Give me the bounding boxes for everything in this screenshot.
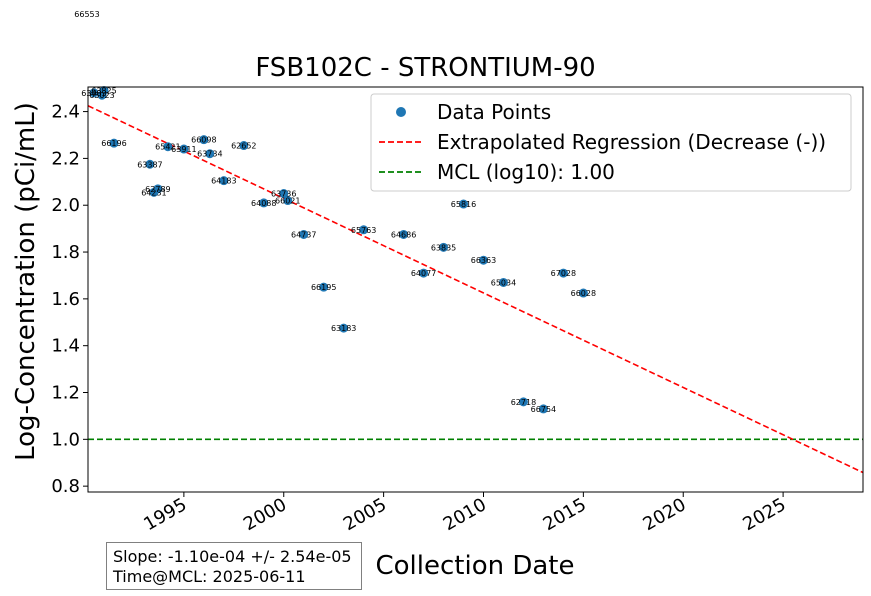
- y-tick-label: 2.0: [51, 195, 80, 216]
- data-point: [419, 268, 429, 278]
- data-point-label: 63825: [91, 87, 116, 96]
- data-point-label: 63911: [171, 145, 196, 154]
- data-point: [219, 176, 229, 186]
- data-point: [399, 229, 409, 239]
- data-point: [279, 189, 289, 199]
- data-point-label: 62789: [145, 185, 170, 194]
- regression-line: [88, 105, 863, 474]
- x-tick-label: 2005: [340, 494, 390, 535]
- data-point-label: 66195: [311, 283, 336, 292]
- y-tick-label: 2.4: [51, 102, 80, 123]
- y-tick-label: 1.0: [51, 429, 80, 450]
- y-tick-label: 1.6: [51, 289, 80, 310]
- data-point: [339, 323, 349, 333]
- data-point: [145, 159, 155, 169]
- plot-frame: [87, 86, 864, 493]
- data-point-label: 63183: [331, 324, 356, 333]
- data-point: [205, 149, 215, 159]
- data-point-label: 63835: [431, 243, 456, 252]
- data-point: [538, 404, 548, 414]
- data-point-label: 65763: [351, 226, 376, 235]
- data-point-label: 67028: [551, 269, 576, 278]
- data-point: [319, 282, 329, 292]
- data-point-label: 65023: [89, 91, 114, 100]
- data-point: [439, 242, 449, 252]
- data-point: [518, 397, 528, 407]
- data-point-label: 65034: [491, 278, 516, 287]
- x-axis-label: Collection Date: [375, 551, 574, 581]
- data-point-label: 66021: [275, 197, 300, 206]
- data-point-label: 66098: [191, 136, 216, 145]
- data-point-label: 64737: [291, 230, 316, 239]
- data-point-label: 63734: [197, 150, 222, 159]
- legend-regression-label: Extrapolated Regression (Decrease (-)): [437, 130, 826, 154]
- chart-title: FSB102C - STRONTIUM-90: [255, 53, 595, 83]
- data-point: [89, 88, 99, 98]
- data-point-label: 62652: [231, 142, 256, 151]
- data-point: [163, 142, 173, 152]
- data-point-label: 64088: [251, 199, 276, 208]
- data-point: [99, 86, 109, 96]
- data-point: [299, 229, 309, 239]
- data-point: [283, 196, 293, 206]
- data-point: [179, 144, 189, 154]
- data-point-label: 66363: [471, 256, 496, 265]
- x-tick-label: 2025: [739, 494, 789, 535]
- data-point-label: 64183: [211, 177, 236, 186]
- data-point-label: 66028: [571, 289, 596, 298]
- legend-box: [370, 93, 852, 192]
- data-point-label: 66196: [101, 139, 126, 148]
- data-point-label: 66754: [531, 405, 556, 414]
- x-tick-label: 2000: [240, 494, 290, 535]
- y-tick-label: 2.2: [51, 148, 80, 169]
- data-point: [558, 268, 568, 278]
- time-at-mcl-text: Time@MCL: 2025-06-11: [113, 567, 306, 586]
- y-tick-label: 1.2: [51, 383, 80, 404]
- legend-mcl-label: MCL (log10): 1.00: [437, 160, 615, 184]
- data-point: [199, 135, 209, 145]
- data-point: [578, 288, 588, 298]
- y-axis-label: Log-Concentration (pCi/mL): [11, 102, 41, 461]
- data-point: [498, 277, 508, 287]
- data-point-label: 63483: [81, 89, 106, 98]
- x-tick-label: 2010: [440, 494, 490, 535]
- x-tick-label: 1995: [140, 494, 190, 535]
- data-point: [359, 225, 369, 235]
- data-point: [459, 199, 469, 209]
- data-point: [478, 255, 488, 265]
- data-point-label: 63736: [271, 190, 296, 199]
- y-tick-label: 1.4: [51, 336, 80, 357]
- data-point: [239, 141, 249, 151]
- data-point: [153, 184, 163, 194]
- data-point-label: 65816: [451, 200, 476, 209]
- data-point-label: 64231: [141, 188, 166, 197]
- stats-box: Slope: -1.10e-04 +/- 2.54e-05 Time@MCL: …: [106, 542, 362, 590]
- data-point-label: 64686: [391, 230, 416, 239]
- data-point: [109, 138, 119, 148]
- y-tick-label: 1.8: [51, 242, 80, 263]
- x-tick-label: 2015: [540, 494, 590, 535]
- data-point-label: 62718: [511, 398, 536, 407]
- data-point-label: 63387: [137, 160, 162, 169]
- data-point-label: 64077: [411, 269, 436, 278]
- legend-points-label: Data Points: [437, 100, 551, 124]
- legend-points-marker: [396, 107, 406, 117]
- slope-text: Slope: -1.10e-04 +/- 2.54e-05: [113, 547, 352, 566]
- data-point: [259, 198, 269, 208]
- x-tick-label: 2020: [640, 494, 690, 535]
- data-point-label: 65421: [155, 143, 180, 152]
- y-tick-label: 0.8: [51, 476, 80, 497]
- outlier-label: 66553: [74, 10, 99, 19]
